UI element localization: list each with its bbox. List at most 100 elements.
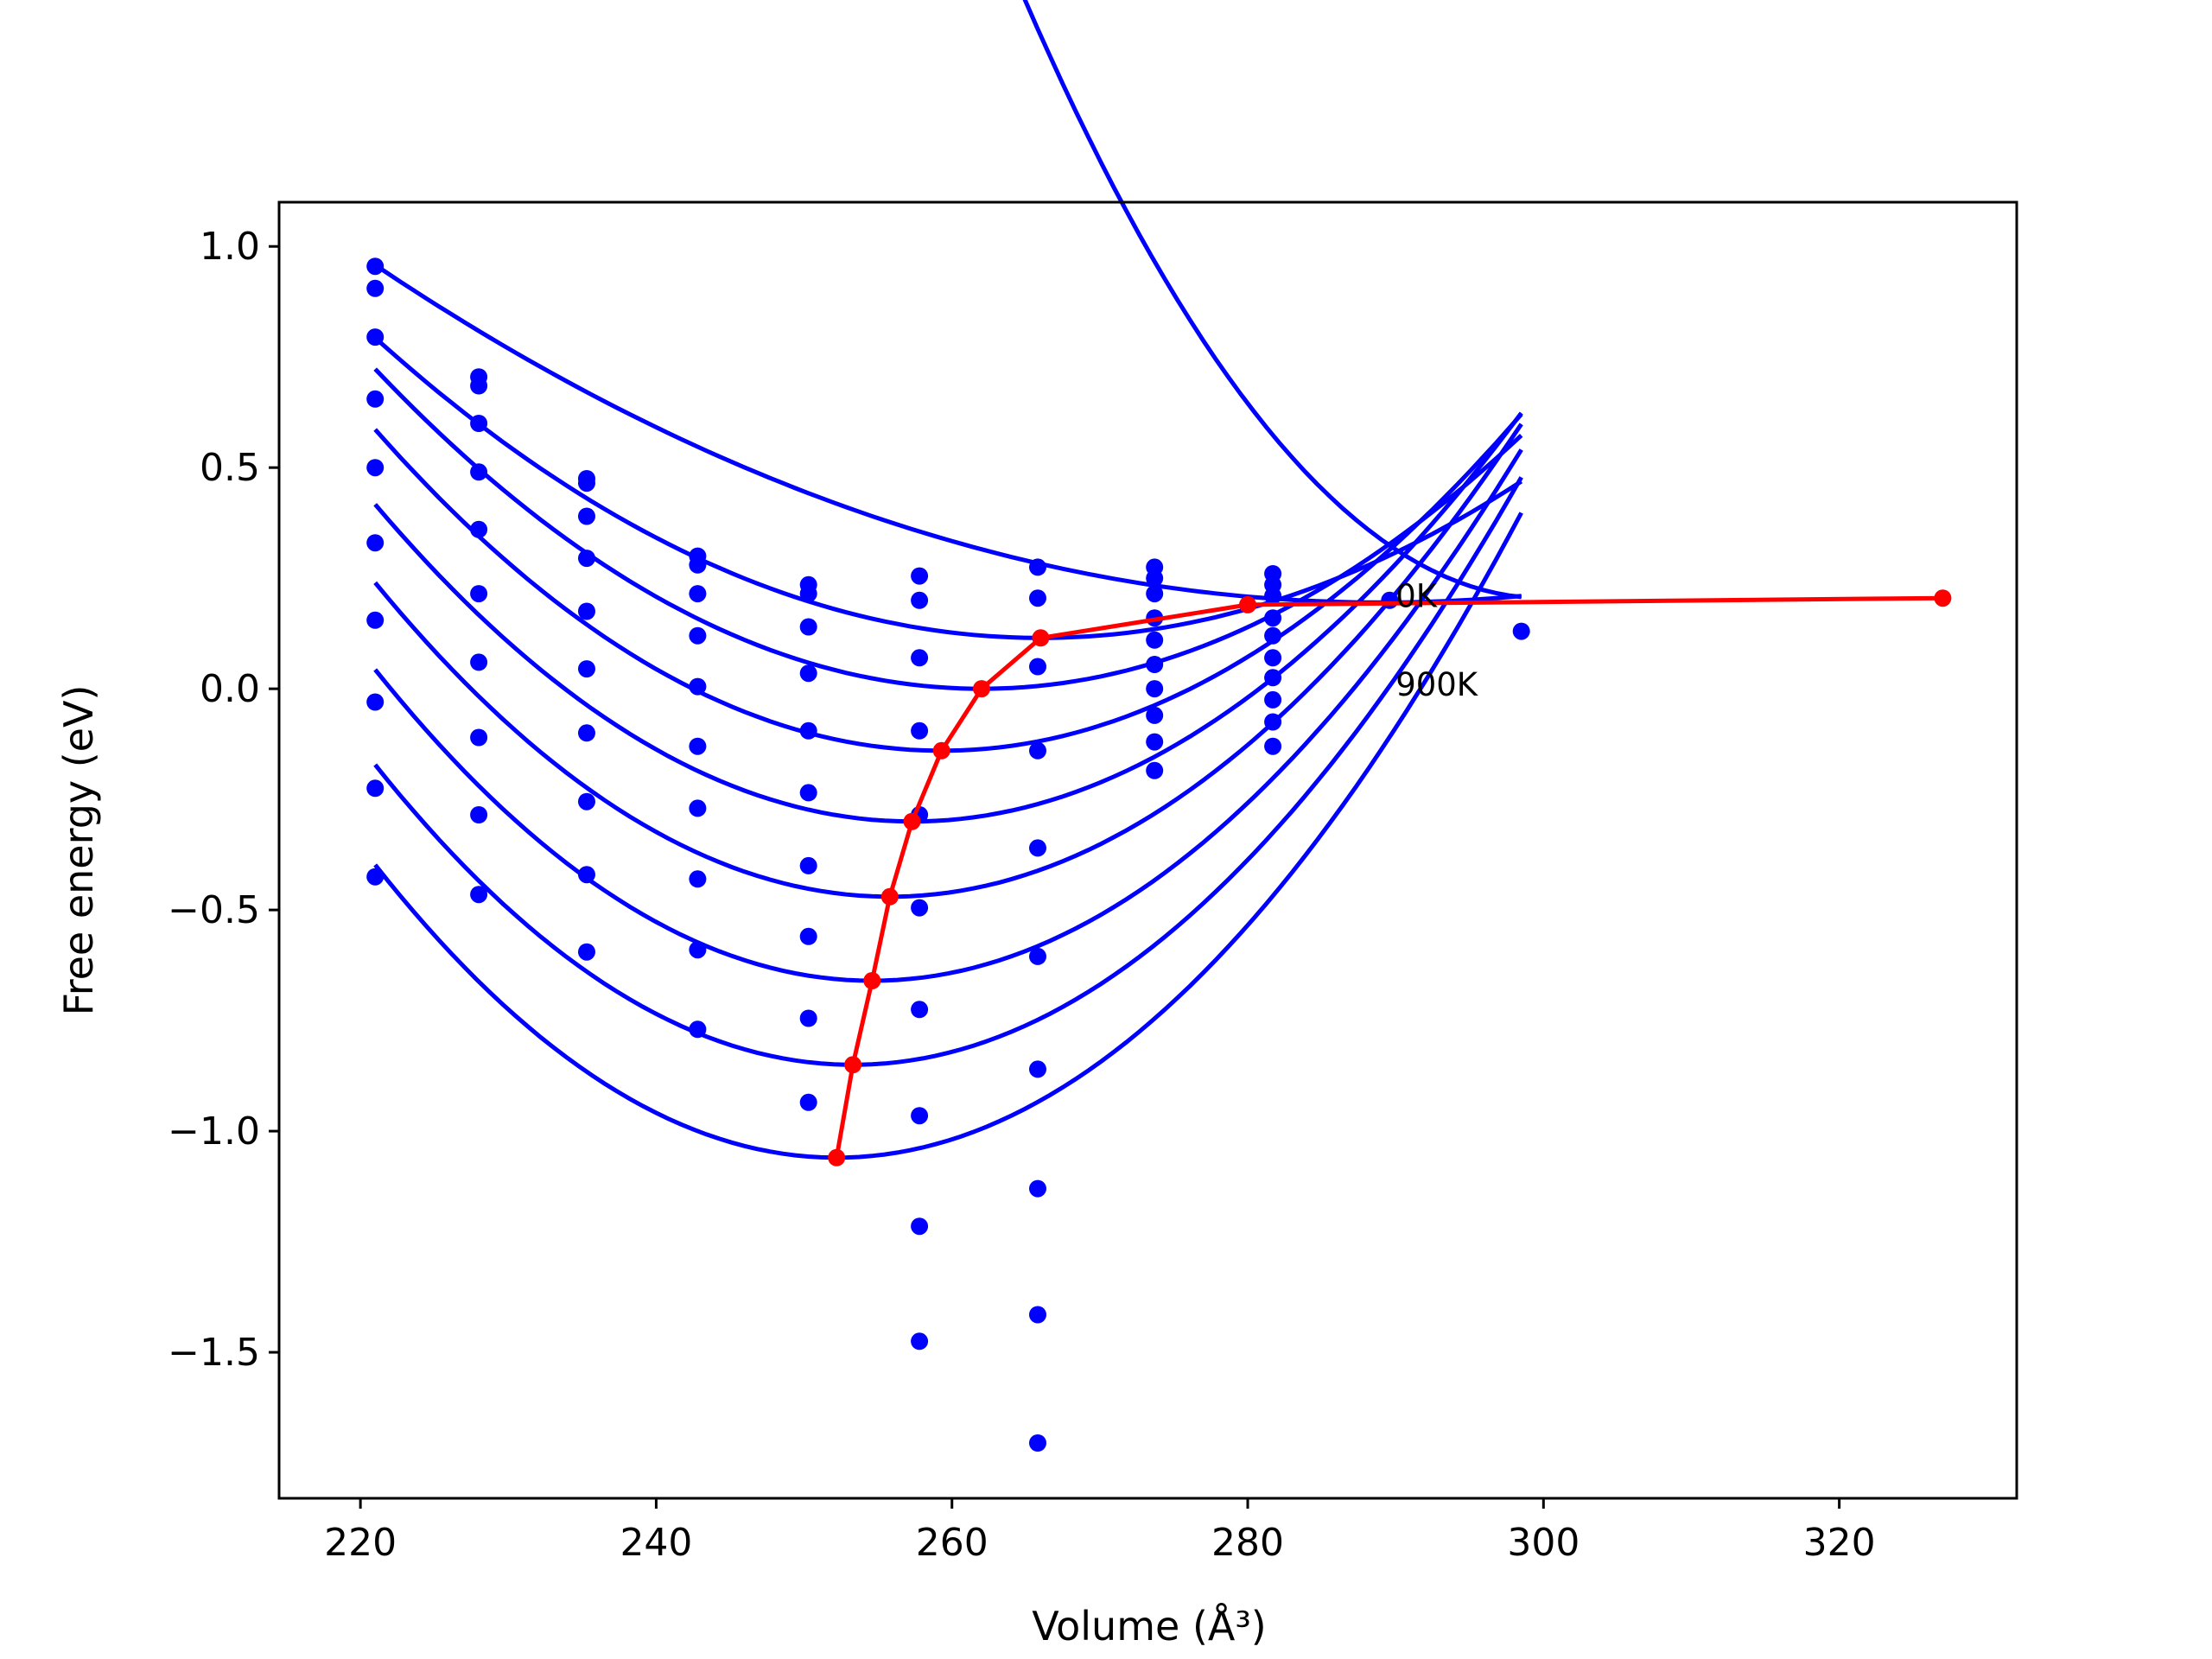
data-point bbox=[578, 602, 595, 620]
data-point bbox=[1264, 669, 1282, 687]
data-point bbox=[1029, 658, 1046, 676]
data-point bbox=[689, 677, 707, 696]
x-tick-label: 260 bbox=[916, 1521, 988, 1565]
data-point bbox=[470, 653, 488, 671]
data-point bbox=[1264, 690, 1282, 709]
y-axis-label: Free energy (eV) bbox=[55, 685, 102, 1016]
y-tick-label: 0.5 bbox=[200, 446, 260, 490]
data-point bbox=[470, 806, 488, 823]
data-point bbox=[689, 941, 707, 959]
x-axis-label: Volume (Å³) bbox=[1032, 1603, 1267, 1649]
data-point bbox=[1264, 609, 1282, 627]
data-point bbox=[578, 792, 595, 810]
data-point bbox=[1146, 631, 1164, 649]
data-point bbox=[911, 1001, 929, 1019]
data-point bbox=[911, 721, 929, 740]
data-point bbox=[799, 618, 817, 636]
data-point bbox=[578, 943, 595, 961]
data-point bbox=[911, 1107, 929, 1125]
y-tick-label: −1.5 bbox=[168, 1331, 260, 1375]
data-point bbox=[578, 474, 595, 493]
data-point bbox=[366, 257, 385, 276]
data-point bbox=[1146, 656, 1164, 673]
data-point bbox=[799, 721, 817, 740]
data-point bbox=[689, 585, 707, 603]
data-point bbox=[470, 463, 488, 481]
minima-point bbox=[903, 812, 921, 830]
data-point bbox=[1146, 585, 1164, 603]
fit-curve-7 bbox=[373, 448, 1523, 983]
data-point bbox=[1146, 761, 1164, 779]
data-point bbox=[799, 1009, 817, 1027]
data-point bbox=[799, 585, 817, 603]
data-point bbox=[911, 1332, 929, 1351]
data-point bbox=[1264, 626, 1282, 645]
data-point bbox=[1029, 1060, 1046, 1078]
data-point bbox=[1029, 741, 1046, 760]
x-tick-label: 320 bbox=[1803, 1521, 1876, 1565]
data-point bbox=[470, 585, 488, 603]
data-point bbox=[1264, 737, 1282, 755]
y-tick-label: 0.0 bbox=[200, 667, 260, 711]
data-point bbox=[366, 611, 385, 629]
data-point bbox=[470, 520, 488, 538]
annotation-0: 0K bbox=[1395, 578, 1439, 615]
data-point bbox=[470, 377, 488, 395]
minima-point bbox=[863, 972, 881, 989]
data-point bbox=[366, 328, 385, 346]
minima-point bbox=[880, 887, 899, 906]
data-point bbox=[911, 649, 929, 667]
annotation-1: 900K bbox=[1395, 666, 1479, 703]
data-point bbox=[689, 626, 707, 645]
x-tick-label: 300 bbox=[1507, 1521, 1580, 1565]
data-point bbox=[1512, 622, 1530, 640]
data-point bbox=[1029, 1434, 1046, 1452]
data-point bbox=[578, 866, 595, 884]
data-point bbox=[366, 390, 385, 408]
minima-point bbox=[1239, 595, 1256, 613]
data-points bbox=[366, 257, 1530, 1452]
data-point bbox=[366, 534, 385, 552]
data-point bbox=[366, 693, 385, 711]
data-point bbox=[689, 870, 707, 888]
y-tick-label: 1.0 bbox=[200, 225, 260, 269]
data-point bbox=[366, 779, 385, 798]
data-point bbox=[1029, 839, 1046, 857]
data-point bbox=[470, 415, 488, 432]
data-point bbox=[799, 664, 817, 683]
data-point bbox=[1264, 713, 1282, 731]
data-point bbox=[470, 886, 488, 904]
data-point bbox=[689, 556, 707, 574]
minima-point bbox=[1934, 589, 1952, 607]
plot-frame bbox=[277, 200, 2018, 1500]
fit-curves bbox=[373, 0, 1523, 1160]
fit-curve-9 bbox=[373, 512, 1523, 1160]
annotations: 0K 900K bbox=[1395, 578, 1479, 703]
minima-point bbox=[828, 1148, 846, 1166]
data-point bbox=[366, 868, 385, 886]
data-point bbox=[799, 856, 817, 874]
data-point bbox=[689, 799, 707, 817]
minima-point bbox=[1032, 629, 1050, 647]
data-point bbox=[911, 591, 929, 609]
data-point bbox=[911, 1217, 929, 1236]
data-point bbox=[1264, 587, 1282, 605]
data-point bbox=[911, 567, 929, 585]
data-point bbox=[1029, 558, 1046, 576]
y-axis: 1.0 0.5 0.0 −0.5 −1.0 −1.5 bbox=[168, 225, 279, 1375]
minima-point bbox=[844, 1056, 862, 1074]
data-point bbox=[1029, 1306, 1046, 1324]
data-point bbox=[1146, 569, 1164, 588]
data-point bbox=[799, 927, 817, 945]
minima-point bbox=[973, 680, 990, 698]
minima-line bbox=[834, 595, 1943, 1159]
data-point bbox=[1029, 1179, 1046, 1198]
data-point bbox=[1146, 733, 1164, 751]
fit-curve-0 bbox=[1022, 0, 1522, 600]
data-point bbox=[689, 1020, 707, 1039]
data-point bbox=[366, 459, 385, 477]
fit-curve-3 bbox=[373, 367, 1523, 691]
minima-series bbox=[828, 589, 1952, 1166]
x-tick-label: 240 bbox=[620, 1521, 692, 1565]
